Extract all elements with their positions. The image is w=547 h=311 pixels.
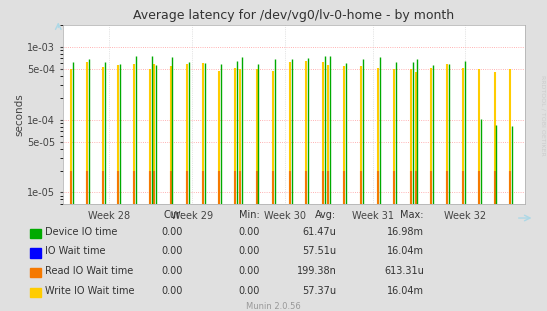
Text: 16.98m: 16.98m: [387, 227, 424, 237]
Text: 0.00: 0.00: [162, 266, 183, 276]
Y-axis label: seconds: seconds: [14, 93, 25, 136]
Text: Read IO Wait time: Read IO Wait time: [45, 266, 133, 276]
Text: Avg:: Avg:: [315, 210, 336, 220]
Text: 61.47u: 61.47u: [302, 227, 336, 237]
Title: Average latency for /dev/vg0/lv-0-home - by month: Average latency for /dev/vg0/lv-0-home -…: [133, 9, 455, 22]
Text: 16.04m: 16.04m: [387, 285, 424, 295]
Text: Munin 2.0.56: Munin 2.0.56: [246, 302, 301, 311]
Text: Cur:: Cur:: [163, 210, 183, 220]
Text: 57.51u: 57.51u: [302, 246, 336, 256]
Text: 199.38n: 199.38n: [296, 266, 336, 276]
Text: 0.00: 0.00: [162, 246, 183, 256]
Text: 0.00: 0.00: [238, 285, 260, 295]
Text: Write IO Wait time: Write IO Wait time: [45, 285, 135, 295]
Text: 0.00: 0.00: [162, 285, 183, 295]
Text: 0.00: 0.00: [238, 246, 260, 256]
Text: Min:: Min:: [239, 210, 260, 220]
Text: 0.00: 0.00: [238, 227, 260, 237]
Text: Max:: Max:: [400, 210, 424, 220]
Text: Device IO time: Device IO time: [45, 227, 117, 237]
Text: 16.04m: 16.04m: [387, 246, 424, 256]
Text: 0.00: 0.00: [162, 227, 183, 237]
Text: 57.37u: 57.37u: [302, 285, 336, 295]
Text: IO Wait time: IO Wait time: [45, 246, 106, 256]
Text: 613.31u: 613.31u: [384, 266, 424, 276]
Text: RRDTOOL / TOBI OETIKER: RRDTOOL / TOBI OETIKER: [540, 75, 546, 156]
Text: 0.00: 0.00: [238, 266, 260, 276]
